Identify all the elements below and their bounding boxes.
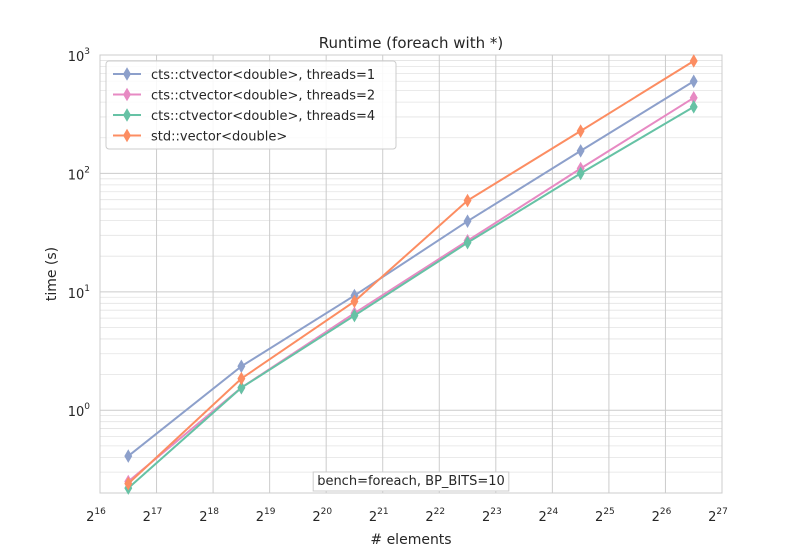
legend-swatch-marker (123, 67, 131, 81)
legend: cts::ctvector<double>, threads=1cts::ctv… (105, 60, 397, 150)
y-tick-label: 100 (68, 402, 91, 420)
y-tick-label: 103 (68, 47, 90, 65)
data-point (124, 476, 133, 491)
legend-swatch-marker (123, 108, 131, 122)
y-tick-labels: 100 101 102 103 (68, 47, 91, 420)
x-tick-label: 219 (256, 507, 276, 525)
series-4 (124, 54, 698, 491)
data-point (463, 214, 472, 228)
legend-swatch-marker (123, 128, 131, 143)
y-axis-label: time (s) (44, 247, 60, 301)
legend-item: cts::ctvector<double>, threads=4 (113, 108, 375, 124)
x-tick-label: 226 (652, 507, 672, 525)
series-line (127, 60, 695, 485)
series-line (127, 80, 695, 457)
x-tick-label: 218 (199, 507, 219, 525)
x-tick-label: 222 (425, 507, 445, 525)
data-point (237, 371, 246, 386)
legend-item: cts::ctvector<double>, threads=2 (113, 87, 375, 104)
series-layer (124, 54, 698, 495)
x-tick-labels: 216 217 218 219 220 221 222 223 224 225 226 227 (86, 507, 728, 525)
y-tick-label: 101 (68, 284, 90, 302)
x-tick-label: 225 (595, 507, 615, 525)
data-point (350, 294, 359, 309)
legend-label: std::vector<double> (151, 130, 287, 145)
data-point (463, 235, 472, 250)
x-tick-label: 224 (538, 507, 558, 525)
x-tick-label: 220 (312, 507, 332, 525)
data-point (576, 166, 585, 181)
annotation-text: bench=foreach, BP_BITS=10 (317, 474, 505, 489)
data-point (124, 449, 133, 463)
data-point (689, 100, 698, 114)
legend-label: cts::ctvector<double>, threads=1 (151, 68, 375, 83)
data-point (576, 124, 585, 138)
x-tick-label: 216 (86, 507, 106, 525)
x-axis-label: # elements (370, 532, 451, 548)
legend-frame (105, 60, 397, 150)
chart-title: Runtime (foreach with *) (319, 34, 503, 52)
data-point (689, 74, 698, 89)
legend-item: cts::ctvector<double>, threads=1 (113, 67, 375, 83)
legend-label: cts::ctvector<double>, threads=2 (151, 89, 375, 104)
annotation-box: bench=foreach, BP_BITS=10 (312, 471, 510, 492)
legend-label: cts::ctvector<double>, threads=4 (151, 109, 375, 124)
legend-item: std::vector<double> (113, 128, 287, 145)
x-tick-label: 221 (369, 507, 389, 525)
x-tick-label: 217 (143, 507, 163, 525)
data-point (463, 193, 472, 208)
series-line (127, 105, 695, 489)
data-point (576, 144, 585, 158)
x-tick-label: 227 (708, 507, 728, 525)
x-tick-label: 223 (482, 507, 502, 525)
data-point (237, 380, 246, 395)
annotation-box-frame (312, 471, 510, 492)
legend-swatch-marker (123, 87, 131, 102)
data-point (350, 308, 359, 323)
data-point (689, 54, 698, 68)
y-tick-label: 102 (68, 165, 90, 183)
plot-frame (99, 54, 723, 494)
